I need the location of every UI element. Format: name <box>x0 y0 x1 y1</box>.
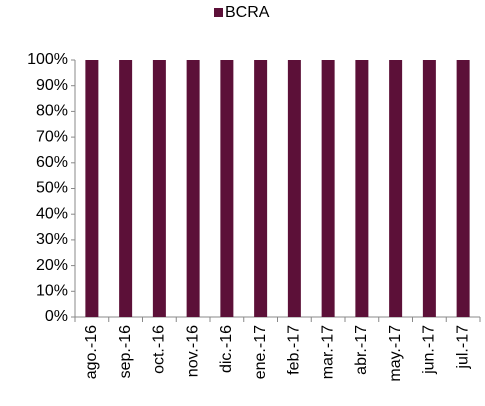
bar <box>85 60 99 317</box>
y-tick-label: 50% <box>36 180 68 197</box>
x-tick-label: may.-17 <box>387 325 404 382</box>
y-tick-label: 0% <box>45 308 68 325</box>
bar <box>119 60 133 317</box>
y-tick-label: 90% <box>36 77 68 94</box>
x-tick-label: dic.-16 <box>218 325 235 373</box>
x-tick-label: nov.-16 <box>184 325 201 377</box>
bar <box>220 60 234 317</box>
x-tick-label: abr.-17 <box>353 325 370 375</box>
x-tick-label: ene.-17 <box>252 325 269 379</box>
y-tick-label: 20% <box>36 257 68 274</box>
y-tick-label: 70% <box>36 128 68 145</box>
x-tick-label: ago.-16 <box>83 325 100 379</box>
bar <box>456 60 470 317</box>
x-tick-label: feb.-17 <box>286 325 303 375</box>
y-tick-label: 30% <box>36 231 68 248</box>
y-tick-label: 60% <box>36 154 68 171</box>
x-tick-label: oct.-16 <box>151 325 168 374</box>
bar <box>355 60 369 317</box>
y-tick-label: 80% <box>36 103 68 120</box>
y-tick-label: 100% <box>27 51 68 68</box>
y-tick-label: 10% <box>36 283 68 300</box>
bar <box>287 60 301 317</box>
bar <box>152 60 166 317</box>
bar <box>254 60 268 317</box>
bar <box>321 60 335 317</box>
bar <box>422 60 436 317</box>
x-tick-label: sep.-16 <box>117 325 134 378</box>
bar <box>389 60 403 317</box>
x-tick-label: jun.-17 <box>421 325 438 375</box>
y-tick-label: 40% <box>36 205 68 222</box>
legend-swatch <box>214 8 223 17</box>
x-tick-label: jul.-17 <box>454 325 471 370</box>
x-tick-label: mar.-17 <box>319 325 336 379</box>
legend-label: BCRA <box>225 4 270 21</box>
bar <box>186 60 200 317</box>
